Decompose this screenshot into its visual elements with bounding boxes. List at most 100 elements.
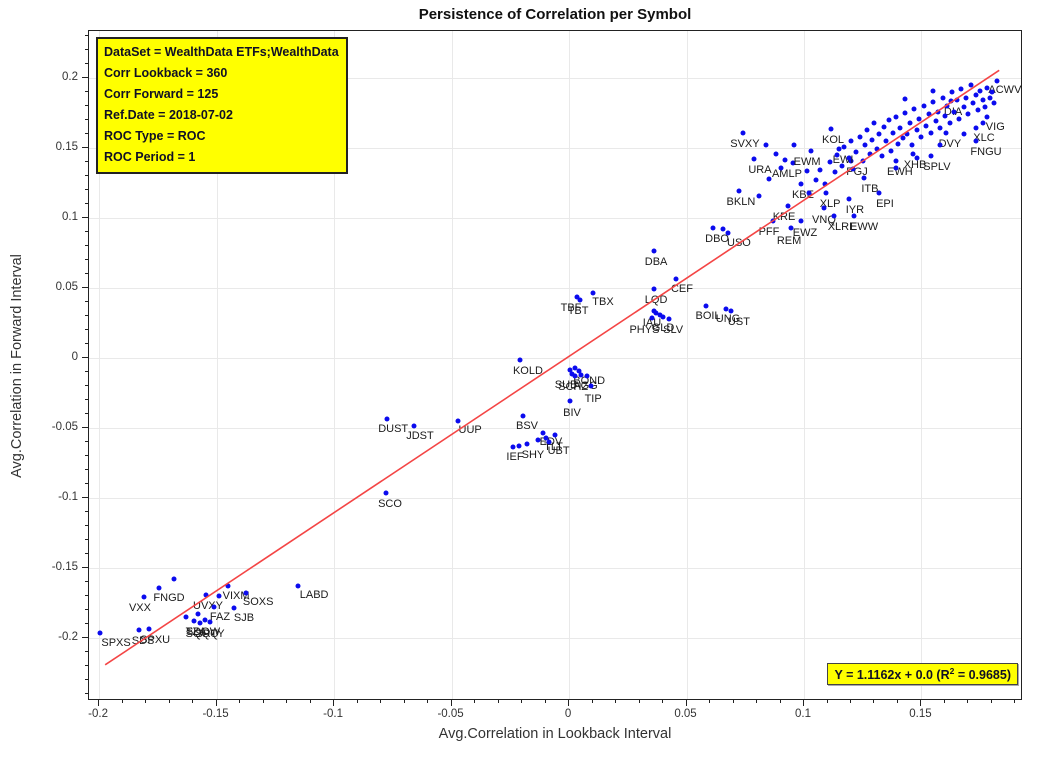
info-line-roc-type: ROC Type = ROC (104, 129, 206, 143)
y-axis-minor-tick (85, 651, 88, 652)
data-point (540, 430, 546, 436)
point-symbol-label: SOXS (242, 596, 274, 609)
point-symbol-label: TLT (544, 440, 563, 453)
data-point (904, 131, 910, 137)
x-axis-minor-tick (779, 700, 781, 703)
data-point (933, 118, 939, 124)
data-point (773, 151, 779, 157)
data-point (524, 441, 530, 447)
data-point (928, 130, 934, 136)
point-symbol-label: BOIL (695, 310, 721, 323)
point-symbol-label: VIG (985, 121, 1005, 134)
data-point (231, 605, 237, 611)
data-point (791, 142, 797, 148)
data-point (653, 310, 659, 316)
gridline-vertical (216, 31, 218, 699)
data-point (916, 116, 922, 122)
point-symbol-label: EWI (832, 154, 854, 166)
y-axis-tick (82, 637, 88, 638)
info-line-corr-forward: Corr Forward = 125 (104, 87, 219, 101)
point-symbol-label: IEF (506, 451, 524, 464)
x-axis-tick-label: 0.15 (909, 708, 932, 720)
regression-equation-box: Y = 1.1162x + 0.0 (R2 = 0.9685) (827, 663, 1018, 686)
y-axis-tick-label: 0.05 (55, 281, 78, 294)
y-axis-minor-tick (85, 203, 88, 205)
y-axis-title: Avg.Correlation in Forward Interval (9, 254, 25, 478)
y-axis-minor-tick (85, 693, 88, 694)
y-axis-minor-tick (85, 273, 88, 275)
point-symbol-label: CEF (670, 283, 693, 296)
point-symbol-label: IYR (845, 203, 865, 216)
data-point (817, 167, 823, 173)
y-axis-minor-tick (85, 483, 88, 484)
data-point (520, 413, 526, 419)
equation-text: Y = 1.1162x + 0.0 (R (834, 668, 950, 683)
data-point (821, 205, 827, 211)
data-point (584, 373, 590, 379)
point-symbol-label: TIP (584, 393, 602, 406)
trendline-layer (104, 69, 1000, 666)
data-point (207, 619, 213, 625)
y-axis-minor-tick (85, 259, 88, 261)
data-point (876, 131, 882, 137)
x-axis-tick-label: 0.05 (674, 708, 697, 720)
point-symbol-label: LQD (644, 294, 668, 306)
gridline-horizontal (89, 358, 1021, 360)
gridline-vertical (569, 31, 571, 699)
data-point (567, 367, 573, 373)
x-axis-minor-tick (732, 700, 734, 703)
data-point (853, 149, 859, 155)
x-axis-minor-tick (239, 700, 241, 703)
y-axis-minor-tick (85, 133, 88, 135)
data-point (937, 142, 943, 148)
x-axis-tick-label: 0 (564, 708, 572, 720)
point-symbol-label: SDOW (185, 625, 221, 638)
data-point (909, 142, 915, 148)
data-point (980, 120, 986, 126)
y-axis-minor-tick (85, 581, 88, 582)
data-point (900, 135, 906, 141)
y-axis-minor-tick (85, 679, 88, 680)
gridline-horizontal (89, 568, 1021, 569)
point-symbol-label: EWW (849, 221, 879, 234)
point-symbol-label: BOND (573, 375, 606, 388)
data-point (216, 593, 222, 599)
point-symbol-label: SHY (521, 448, 545, 461)
data-point (973, 92, 979, 98)
x-axis-minor-tick (967, 700, 969, 703)
data-point (569, 371, 575, 377)
data-point (857, 134, 863, 140)
data-point (828, 126, 834, 132)
data-point (798, 181, 804, 187)
x-axis-minor-tick (521, 700, 523, 703)
x-axis-tick (568, 700, 570, 706)
y-axis-tick (82, 147, 88, 149)
data-point (883, 138, 889, 144)
data-point (831, 213, 837, 219)
data-point (994, 78, 1000, 84)
y-axis-tick (82, 77, 88, 79)
info-line-dataset: DataSet = WealthData ETFs;WealthData (104, 45, 339, 59)
data-point (574, 294, 580, 300)
x-axis-minor-tick (262, 700, 264, 703)
data-point (846, 155, 852, 161)
equation-sup: 2 (949, 666, 955, 676)
data-point (968, 82, 974, 88)
y-axis-minor-tick (85, 371, 88, 373)
data-point (897, 125, 903, 131)
point-symbol-label: SRTY (195, 628, 225, 641)
x-axis-title: Avg.Correlation in Lookback Interval (438, 726, 672, 742)
point-symbol-label: REM (776, 234, 802, 247)
point-symbol-label: GLD (651, 322, 675, 334)
data-point (808, 148, 814, 154)
data-point (958, 86, 964, 92)
y-axis-minor-tick (85, 175, 88, 177)
info-line-corr-lookback: Corr Lookback = 360 (104, 66, 228, 80)
data-point (980, 97, 986, 103)
y-axis-tick-label: 0.15 (55, 141, 78, 154)
gridline-horizontal (89, 78, 1021, 80)
data-point (411, 423, 417, 429)
data-point (651, 308, 657, 314)
x-axis-minor-tick (121, 700, 123, 703)
data-point (926, 111, 932, 117)
